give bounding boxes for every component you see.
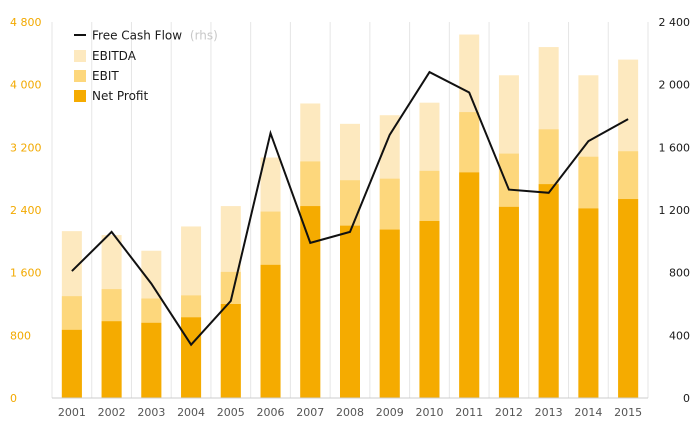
bar-net-profit-2005 <box>220 304 241 398</box>
bar-net-profit-2010 <box>419 220 440 398</box>
legend-note-rhs: (rhs) <box>190 29 218 43</box>
legend: Free Cash Flow (rhs) EBITDA EBIT Net Pro… <box>74 29 218 103</box>
y-left-tick-label: 1 600 <box>10 267 42 280</box>
y-right-tick-label: 1 200 <box>659 204 691 217</box>
legend-item-fcf: Free Cash Flow (rhs) <box>74 29 218 43</box>
legend-swatch-ebit <box>74 70 86 82</box>
gridlines <box>51 22 649 398</box>
x-tick-label: 2008 <box>336 406 364 419</box>
legend-label-ebitda: EBITDA <box>92 49 137 63</box>
y-right-tick-label: 1 600 <box>659 141 691 154</box>
x-tick-label: 2014 <box>574 406 602 419</box>
x-tick-label: 2003 <box>137 406 165 419</box>
x-tick-label: 2006 <box>257 406 285 419</box>
y-left-tick-label: 2 400 <box>10 204 42 217</box>
legend-item-ebitda: EBITDA <box>74 49 137 63</box>
y-left-tick-label: 0 <box>10 392 17 405</box>
y-left-tick-label: 4 800 <box>10 16 42 29</box>
fcf-line-layer <box>71 70 629 347</box>
y-left-tick-label: 800 <box>10 329 31 342</box>
bar-net-profit-2011 <box>459 172 480 398</box>
bars <box>61 34 639 399</box>
y-right-tick-label: 0 <box>683 392 690 405</box>
y-right-tick-label: 2 400 <box>659 16 691 29</box>
axes: 0 800 1 600 2 400 3 200 4 000 4 800 0 400 800 1 20… <box>10 16 690 419</box>
x-tick-label: 2007 <box>296 406 324 419</box>
x-tick-label: 2010 <box>415 406 443 419</box>
x-tick-label: 2004 <box>177 406 205 419</box>
bar-net-profit-2004 <box>181 317 202 398</box>
legend-label-net-profit: Net Profit <box>92 89 148 103</box>
y-right-tick-label: 400 <box>669 329 690 342</box>
bar-net-profit-2015 <box>618 199 639 398</box>
x-tick-label: 2005 <box>217 406 245 419</box>
legend-item-net-profit: Net Profit <box>74 89 148 103</box>
x-tick-label: 2011 <box>455 406 483 419</box>
svg-text:Free Cash Flow (rhs): Free Cash Flow (rhs) <box>92 29 218 43</box>
legend-label-fcf: Free Cash Flow <box>92 29 182 43</box>
legend-item-ebit: EBIT <box>74 69 119 83</box>
bar-net-profit-2012 <box>498 206 519 398</box>
bar-net-profit-2009 <box>379 229 400 398</box>
bar-net-profit-2013 <box>538 184 559 398</box>
legend-swatch-net-profit <box>74 90 86 102</box>
y-right-tick-label: 2 000 <box>659 79 691 92</box>
legend-label-ebit: EBIT <box>92 69 119 83</box>
x-tick-label: 2015 <box>614 406 642 419</box>
bar-net-profit-2006 <box>260 264 281 398</box>
x-tick-label: 2012 <box>495 406 523 419</box>
bar-net-profit-2008 <box>340 225 360 398</box>
x-tick-label: 2009 <box>376 406 404 419</box>
x-tick-label: 2001 <box>58 406 86 419</box>
y-right-tick-label: 800 <box>669 267 690 280</box>
y-left-tick-label: 4 000 <box>10 79 42 92</box>
x-tick-label: 2002 <box>98 406 126 419</box>
legend-swatch-ebitda <box>74 50 86 62</box>
bar-net-profit-2007 <box>300 206 321 398</box>
bar-net-profit-2001 <box>61 329 82 398</box>
bar-net-profit-2003 <box>141 322 162 398</box>
y-left-tick-label: 3 200 <box>10 141 42 154</box>
bar-net-profit-2014 <box>578 208 599 398</box>
bar-net-profit-2002 <box>101 321 122 398</box>
x-tick-label: 2013 <box>535 406 563 419</box>
